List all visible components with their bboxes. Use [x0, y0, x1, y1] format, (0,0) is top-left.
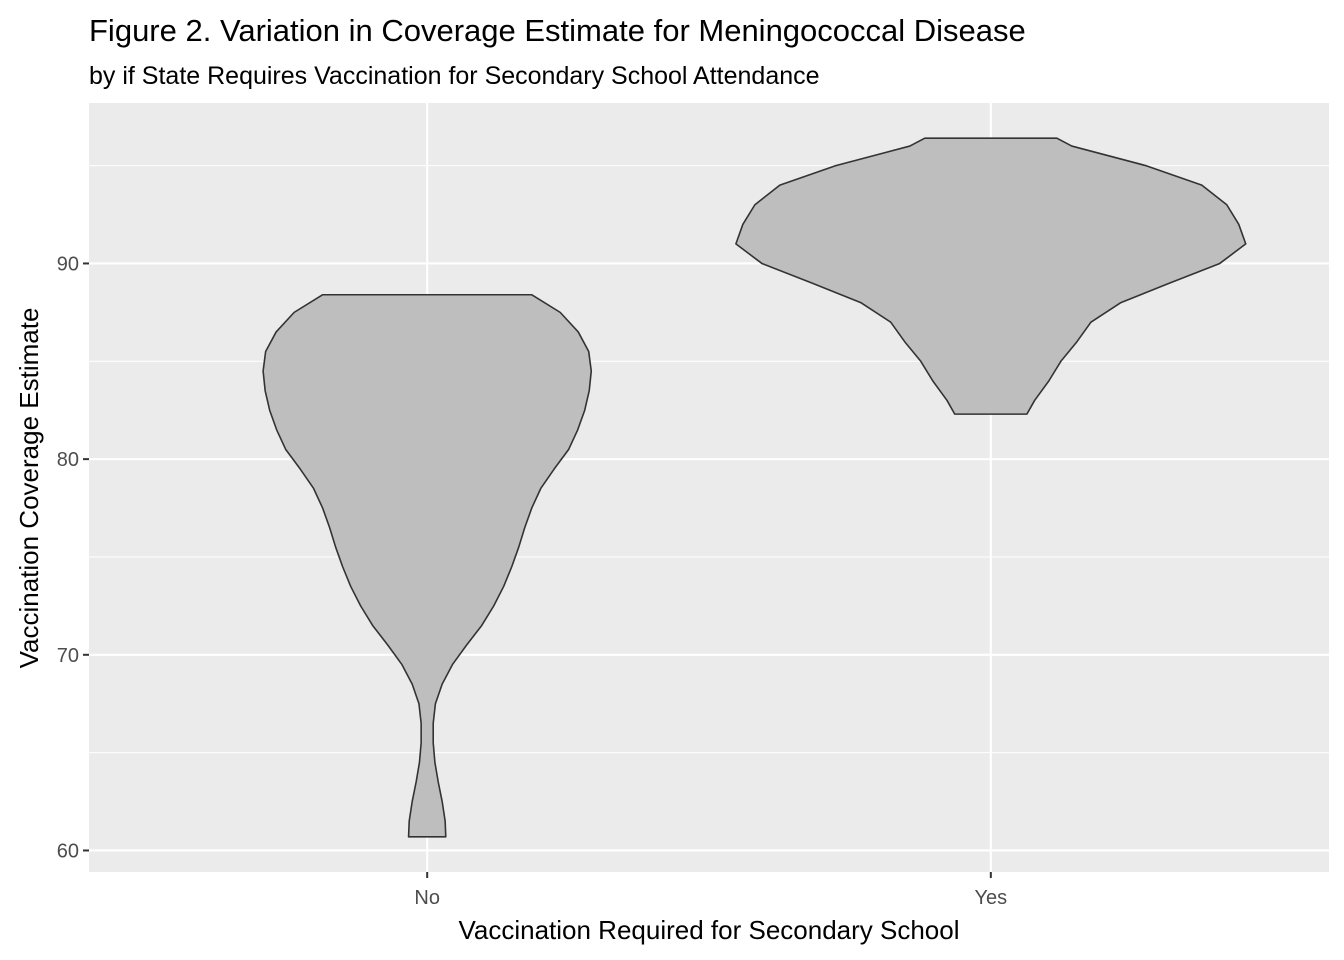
chart-subtitle: by if State Requires Vaccination for Sec…	[89, 62, 820, 90]
y-tick-label: 60	[57, 840, 79, 862]
y-axis: 60 70 80 90	[57, 253, 89, 862]
y-tick-label: 90	[57, 253, 79, 275]
y-tick-label: 80	[57, 449, 79, 471]
x-tick-label: Yes	[974, 887, 1007, 909]
violin-no	[262, 293, 593, 838]
chart-title: Figure 2. Variation in Coverage Estimate…	[89, 13, 1026, 48]
violin-yes	[735, 137, 1247, 415]
y-tick-label: 70	[57, 645, 79, 667]
x-axis-title: Vaccination Required for Secondary Schoo…	[458, 915, 959, 945]
y-axis-title: Vaccination Coverage Estimate	[14, 308, 44, 669]
x-axis: No Yes	[414, 872, 1007, 909]
x-tick-label: No	[414, 887, 440, 909]
violin-layer	[262, 137, 1247, 838]
